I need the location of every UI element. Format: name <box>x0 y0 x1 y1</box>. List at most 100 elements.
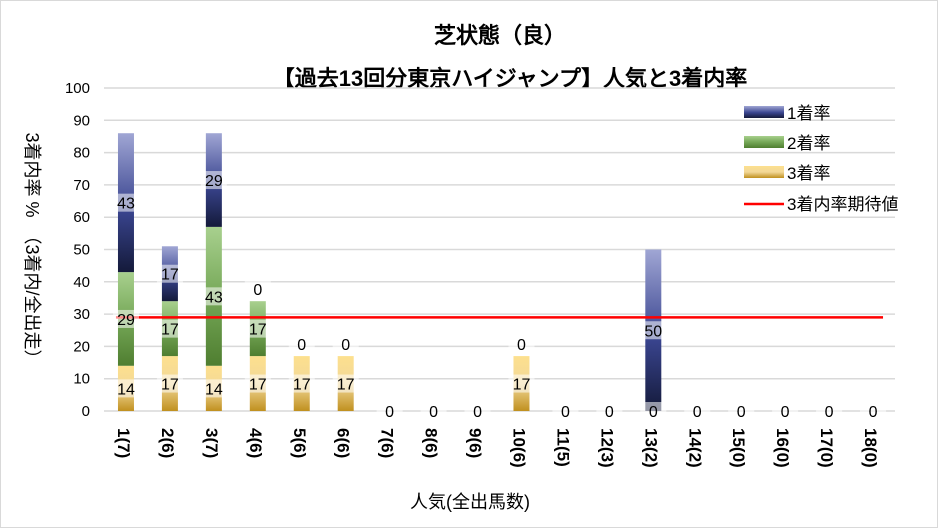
data-label: 17 <box>337 377 355 394</box>
x-tick-label: 16(0) <box>773 428 792 468</box>
data-label-bg <box>552 402 579 420</box>
x-tick-label: 6(6) <box>334 428 353 458</box>
data-label: 0 <box>825 404 834 421</box>
data-label: 0 <box>253 282 262 299</box>
data-label-bg <box>508 335 535 354</box>
data-label-bg <box>816 402 843 420</box>
x-tick-label: 8(6) <box>422 428 441 458</box>
x-tick-label: 7(6) <box>378 428 397 458</box>
data-label-bg <box>244 319 271 338</box>
data-label-bg <box>156 374 183 393</box>
data-label-bg <box>244 280 271 299</box>
data-label: 0 <box>649 404 658 421</box>
legend-label: 3着内率期待値 <box>787 195 898 214</box>
y-tick-label: 20 <box>73 338 90 355</box>
data-label: 14 <box>117 381 135 398</box>
data-label: 17 <box>293 377 311 394</box>
y-tick-label: 90 <box>73 112 90 129</box>
data-label-bg <box>332 374 359 393</box>
y-tick-label: 100 <box>65 80 90 97</box>
data-label-bg <box>112 309 139 328</box>
data-label-bg <box>156 319 183 338</box>
data-label: 17 <box>249 377 267 394</box>
x-tick-label: 3(7) <box>202 428 221 458</box>
data-label: 14 <box>205 381 223 398</box>
y-tick-label: 80 <box>73 145 90 162</box>
data-label-bg <box>508 374 535 393</box>
data-label-bg <box>112 379 139 398</box>
x-tick-label: 9(6) <box>466 428 485 458</box>
x-tick-label: 15(0) <box>729 428 748 468</box>
data-label: 0 <box>517 337 526 354</box>
x-tick-label: 18(0) <box>861 428 880 468</box>
data-label: 17 <box>161 377 179 394</box>
data-label: 29 <box>117 312 135 329</box>
data-label-bg <box>288 374 315 393</box>
data-label-bg <box>200 379 227 398</box>
y-tick-label: 40 <box>73 274 90 291</box>
data-label: 0 <box>605 404 614 421</box>
legend-swatch <box>744 166 784 178</box>
data-label: 0 <box>473 404 482 421</box>
y-axis-label: 3着内率 % （3着内/全出走） <box>22 132 42 367</box>
data-label: 0 <box>341 337 350 354</box>
data-label: 0 <box>429 404 438 421</box>
x-tick-label: 2(6) <box>158 428 177 458</box>
y-tick-label: 50 <box>73 242 90 259</box>
chart-title: 芝状態（良） <box>434 23 566 48</box>
data-label: 0 <box>561 404 570 421</box>
legend-label: 1着率 <box>787 104 830 123</box>
legend-swatch <box>744 136 784 148</box>
data-label: 17 <box>513 377 531 394</box>
legend-swatch <box>744 106 784 118</box>
data-label-bg <box>288 335 315 354</box>
data-label: 50 <box>644 323 662 340</box>
data-label: 0 <box>693 404 702 421</box>
data-label: 0 <box>781 404 790 421</box>
x-tick-label: 4(6) <box>246 428 265 458</box>
x-tick-label: 10(6) <box>509 428 528 468</box>
data-label-bg <box>684 402 711 420</box>
data-label-bg <box>640 321 667 340</box>
x-tick-label: 17(0) <box>817 428 836 468</box>
data-label: 17 <box>161 322 179 339</box>
data-label-bg <box>376 402 403 420</box>
data-label: 29 <box>205 173 223 190</box>
y-tick-label: 0 <box>82 403 90 420</box>
x-tick-label: 12(3) <box>597 428 616 468</box>
x-tick-label: 14(2) <box>685 428 704 468</box>
data-label: 0 <box>385 404 394 421</box>
data-label-bg <box>640 402 667 420</box>
x-tick-label: 11(5) <box>553 428 572 467</box>
data-label-bg <box>420 402 447 420</box>
data-label-bg <box>860 402 887 420</box>
data-label: 0 <box>297 337 306 354</box>
chart-subtitle: 【過去13回分東京ハイジャンプ】人気と3着内率 <box>273 66 748 91</box>
data-label-bg <box>464 402 491 420</box>
data-label: 17 <box>161 267 179 284</box>
data-label-bg <box>244 374 271 393</box>
x-tick-label: 13(2) <box>641 428 660 468</box>
y-tick-label: 30 <box>73 306 90 323</box>
legend-label: 3着率 <box>787 164 830 183</box>
data-label-bg <box>112 193 139 212</box>
data-label-bg <box>200 171 227 190</box>
data-label-bg <box>200 287 227 306</box>
data-label: 0 <box>737 404 746 421</box>
data-label-bg <box>728 402 755 420</box>
x-tick-label: 5(6) <box>290 428 309 458</box>
data-label-bg <box>772 402 799 420</box>
data-label: 17 <box>249 322 267 339</box>
y-tick-label: 70 <box>73 177 90 194</box>
data-label: 0 <box>869 404 878 421</box>
data-label-bg <box>332 335 359 354</box>
y-tick-label: 60 <box>73 209 90 226</box>
y-tick-label: 10 <box>73 371 90 388</box>
data-label-bg <box>156 264 183 283</box>
x-tick-label: 1(7) <box>114 428 133 458</box>
data-label: 43 <box>117 196 135 213</box>
data-label-bg <box>596 402 623 420</box>
data-label: 43 <box>205 289 223 306</box>
x-axis-label: 人気(全出馬数) <box>410 492 530 512</box>
